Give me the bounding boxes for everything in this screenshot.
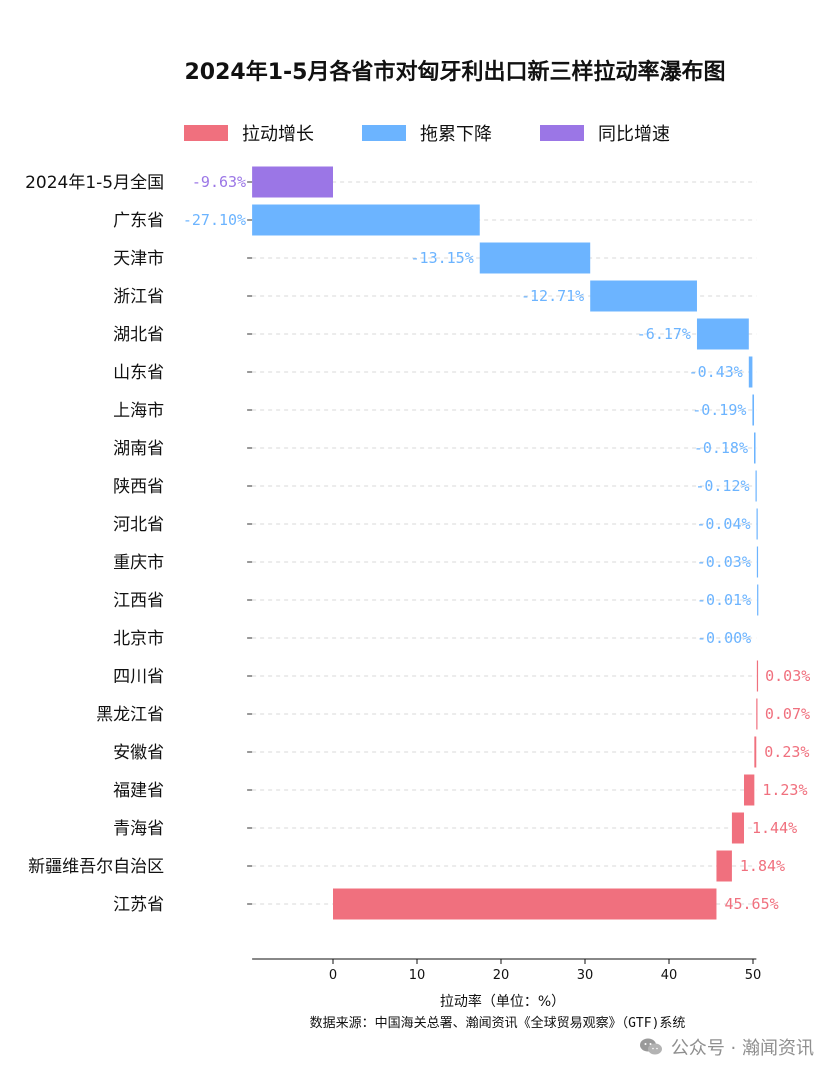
y-tick-label: 青海省: [113, 819, 164, 839]
y-tick-label: 湖南省: [113, 439, 164, 459]
x-tick-label: 30: [577, 968, 594, 983]
bar: [479, 242, 591, 274]
value-label: -13.15%: [411, 249, 474, 267]
legend: 拉动增长 拖累下降 同比增速: [184, 120, 718, 146]
value-label: 45.65%: [724, 895, 778, 913]
value-label: 0.23%: [764, 743, 809, 761]
value-label: -0.04%: [696, 515, 750, 533]
bar: [744, 774, 755, 806]
y-tick-label: 重庆市: [113, 553, 164, 573]
wechat-icon: [639, 1038, 662, 1055]
y-tick-label: 2024年1-5月全国: [25, 173, 164, 193]
legend-item-pull-up: 拉动增长: [184, 120, 314, 146]
value-label: 0.03%: [765, 667, 810, 685]
y-tick-label: 广东省: [113, 211, 164, 231]
y-tick-label: 陕西省: [113, 477, 164, 497]
bar: [333, 888, 717, 920]
legend-label-yoy: 同比增速: [598, 124, 670, 145]
y-tick-label: 新疆维吾尔自治区: [28, 857, 164, 877]
value-label: -9.63%: [192, 173, 246, 191]
value-label: -0.00%: [697, 629, 751, 647]
y-tick-label: 浙江省: [113, 287, 164, 307]
x-axis-label: 拉动率（单位：%）: [439, 994, 566, 1010]
bar: [755, 470, 757, 502]
bar: [756, 698, 758, 730]
bar: [756, 660, 759, 692]
bar: [731, 812, 745, 844]
legend-label-pull-up: 拉动增长: [242, 124, 314, 145]
value-label: -0.18%: [694, 439, 748, 457]
y-tick-label: 江苏省: [113, 895, 164, 915]
bar: [252, 166, 333, 198]
y-tick-label: 安徽省: [113, 743, 164, 763]
bar: [756, 508, 758, 540]
y-tick-label: 上海市: [113, 401, 164, 421]
value-label: -0.01%: [697, 591, 751, 609]
value-label: -0.12%: [695, 477, 749, 495]
legend-label-drag-down: 拖累下降: [420, 124, 492, 145]
bar: [748, 356, 753, 388]
bar: [696, 318, 749, 350]
bar: [756, 546, 759, 578]
value-label: -27.10%: [183, 211, 246, 229]
watermark-text: 公众号 · 瀚闻资讯: [670, 1038, 814, 1059]
value-label: 0.07%: [765, 705, 810, 723]
legend-swatch-yoy: [540, 125, 584, 141]
y-tick-label: 北京市: [113, 629, 164, 649]
waterfall-chart: 2024年1-5月全国广东省天津市浙江省湖北省山东省上海市湖南省陕西省河北省重庆…: [25, 166, 810, 983]
watermark: 公众号 · 瀚闻资讯: [639, 1034, 814, 1060]
bar: [757, 584, 759, 616]
y-tick-label: 四川省: [113, 667, 164, 687]
source-note: 数据来源：中国海关总署、瀚闻资讯《全球贸易观察》（GTF)系统: [309, 1016, 686, 1031]
x-tick-label: 10: [409, 968, 426, 983]
legend-item-yoy: 同比增速: [540, 120, 670, 146]
legend-swatch-drag-down: [362, 125, 406, 141]
value-label: -0.19%: [692, 401, 746, 419]
y-tick-label: 江西省: [113, 591, 164, 611]
bar: [754, 432, 756, 464]
y-tick-label: 天津市: [113, 249, 164, 269]
bar: [752, 394, 755, 426]
y-tick-label: 福建省: [113, 781, 164, 801]
value-label: 1.84%: [740, 857, 785, 875]
chart-title: 2024年1-5月各省市对匈牙利出口新三样拉动率瀑布图: [184, 60, 726, 85]
y-tick-label: 湖北省: [113, 325, 164, 345]
bar: [252, 204, 480, 236]
x-tick-label: 20: [493, 968, 510, 983]
x-tick-label: 50: [745, 968, 762, 983]
x-tick-label: 0: [329, 968, 337, 983]
y-tick-label: 河北省: [113, 515, 164, 535]
y-tick-label: 黑龙江省: [96, 705, 164, 725]
value-label: 1.44%: [752, 819, 797, 837]
legend-item-drag-down: 拖累下降: [362, 120, 492, 146]
value-label: -0.43%: [689, 363, 743, 381]
bar: [716, 850, 732, 882]
value-label: 1.23%: [762, 781, 807, 799]
legend-swatch-pull-up: [184, 125, 228, 141]
x-tick-label: 40: [661, 968, 678, 983]
y-tick-label: 山东省: [113, 363, 164, 383]
value-label: -12.71%: [521, 287, 584, 305]
bar: [754, 736, 757, 768]
value-label: -0.03%: [697, 553, 751, 571]
bar: [590, 280, 697, 312]
value-label: -6.17%: [637, 325, 691, 343]
